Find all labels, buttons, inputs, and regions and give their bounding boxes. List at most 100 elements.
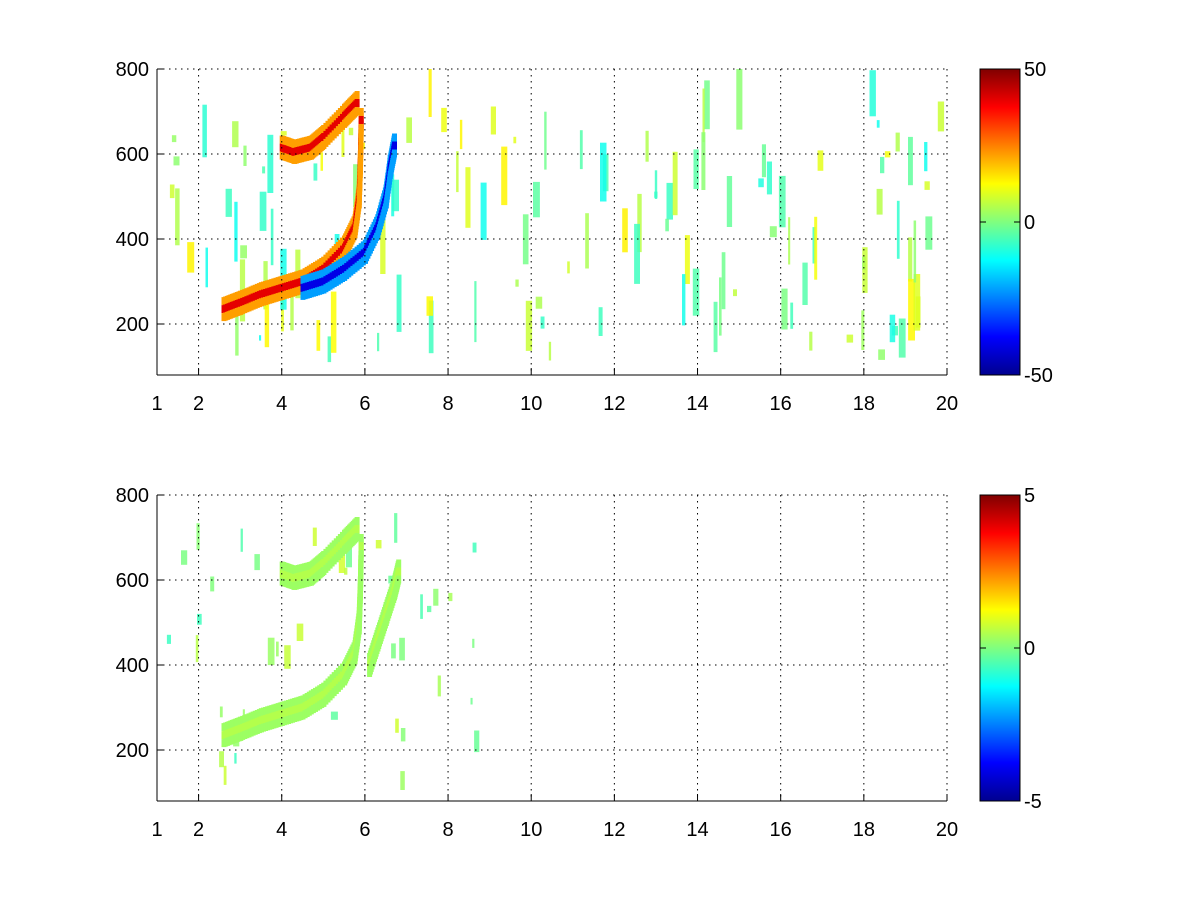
- heatmap-strip: [312, 527, 317, 546]
- heatmap-strip: [395, 718, 399, 733]
- heatmap-strip: [232, 121, 239, 148]
- heatmap-strip: [284, 645, 291, 669]
- heatmap-strip: [181, 550, 188, 565]
- heatmap-strip: [634, 223, 640, 284]
- heatmap-strip: [394, 513, 398, 543]
- heatmap-strip: [913, 274, 921, 331]
- heatmap-strip: [544, 111, 547, 170]
- x-tick-label: 4: [276, 819, 287, 841]
- grid: [157, 68, 948, 375]
- heatmap-strip: [862, 247, 868, 293]
- heatmap-strip: [654, 170, 658, 199]
- heatmap-strip: [533, 181, 540, 218]
- x-tick-label: 12: [603, 393, 625, 415]
- ridge-cell: [358, 136, 364, 145]
- heatmap-strip: [684, 235, 690, 284]
- ridge-cell: [396, 559, 402, 568]
- heatmap-strip: [267, 637, 275, 666]
- ridge-cell: [392, 149, 397, 158]
- heatmap-strip: [884, 151, 891, 158]
- colorbar-tick-label: -5: [1024, 791, 1042, 813]
- x-tick-label: 6: [359, 393, 370, 415]
- heatmap-strip: [758, 178, 764, 188]
- ridge-cell: [392, 133, 397, 142]
- ridge-cell: [358, 149, 364, 158]
- heatmap-strip: [693, 149, 699, 189]
- heatmap-strip: [202, 104, 207, 158]
- y-tick-label: 200: [116, 314, 149, 336]
- heatmap-strip: [761, 144, 766, 178]
- ridge-cell: [358, 145, 364, 154]
- heatmap-strip: [375, 540, 382, 549]
- heatmap-strip: [219, 751, 224, 768]
- heatmap-strip: [540, 316, 545, 329]
- heatmap-strip: [166, 634, 171, 644]
- heatmap-strip: [259, 335, 262, 341]
- heatmap-strip: [441, 107, 447, 133]
- heatmap-strip: [721, 252, 726, 310]
- heatmap-strip: [472, 638, 475, 648]
- colorbar-tick-label: -50: [1024, 365, 1053, 387]
- heatmap-strip: [281, 297, 284, 332]
- heatmap-strip: [925, 216, 933, 250]
- heatmap-strip: [913, 220, 917, 283]
- heatmap-strip: [223, 765, 227, 785]
- heatmap-strip: [240, 528, 243, 552]
- heatmap-strip: [341, 123, 345, 157]
- colorbar-tick-label: 5: [1024, 485, 1035, 507]
- colorbar-tick-label: 50: [1024, 59, 1046, 81]
- heatmap-strip: [392, 179, 399, 212]
- heatmap-strip: [465, 167, 471, 228]
- heatmap-strip: [666, 182, 673, 220]
- heatmap-strip: [280, 131, 287, 136]
- heatmap-strip: [428, 300, 434, 354]
- y-tick-label: 800: [116, 59, 149, 81]
- heatmap-strip: [234, 201, 238, 262]
- ridge-cell: [358, 575, 364, 584]
- x-tick-label: 20: [936, 819, 958, 841]
- heatmap-strip: [600, 142, 607, 202]
- heatmap-strip: [861, 310, 865, 350]
- heatmap-strip: [353, 164, 360, 208]
- ridge-cell: [358, 550, 364, 558]
- heatmap-strip: [338, 551, 346, 573]
- heatmap-strip: [778, 175, 786, 228]
- heatmap-strip: [645, 130, 649, 162]
- heatmap-strip: [480, 182, 487, 240]
- ridge-cell: [392, 141, 397, 150]
- heatmap-strip: [878, 349, 885, 360]
- heatmap-strip: [225, 188, 232, 217]
- heatmap-strip: [682, 274, 686, 326]
- heatmap-strip: [276, 641, 279, 657]
- heatmap-strip: [788, 217, 791, 265]
- heatmap-strip: [290, 294, 294, 331]
- ridge-cell: [358, 128, 364, 137]
- heatmap-strip: [908, 237, 913, 282]
- heatmap-strip: [210, 576, 215, 592]
- ridge-cell: [358, 584, 364, 592]
- heatmap-strip: [459, 119, 463, 150]
- x-tick-label: 20: [936, 393, 958, 415]
- heatmap-strip: [205, 247, 208, 288]
- y-tick-label: 400: [116, 655, 149, 677]
- ridge-cell: [358, 567, 364, 575]
- heatmap-strip: [472, 542, 477, 553]
- heatmap-strip: [400, 728, 406, 742]
- ridge-cell: [358, 571, 364, 580]
- heatmap-strip: [522, 214, 529, 265]
- heatmap-strip: [175, 188, 180, 246]
- x-tick-label: 2: [193, 393, 204, 415]
- heatmap-strip: [171, 135, 177, 143]
- ridge-cell: [358, 554, 364, 563]
- ridge-cell: [358, 153, 364, 162]
- ridge-cell: [357, 166, 363, 175]
- heatmap-strip: [598, 307, 603, 336]
- heatmap-strip: [895, 132, 900, 152]
- heatmap-strip: [196, 523, 200, 550]
- heatmap-strip: [665, 218, 669, 232]
- ridge-cell: [354, 517, 360, 525]
- heatmap-strip: [316, 320, 321, 351]
- heatmap-strip: [320, 152, 323, 171]
- ridge-cell: [358, 542, 364, 550]
